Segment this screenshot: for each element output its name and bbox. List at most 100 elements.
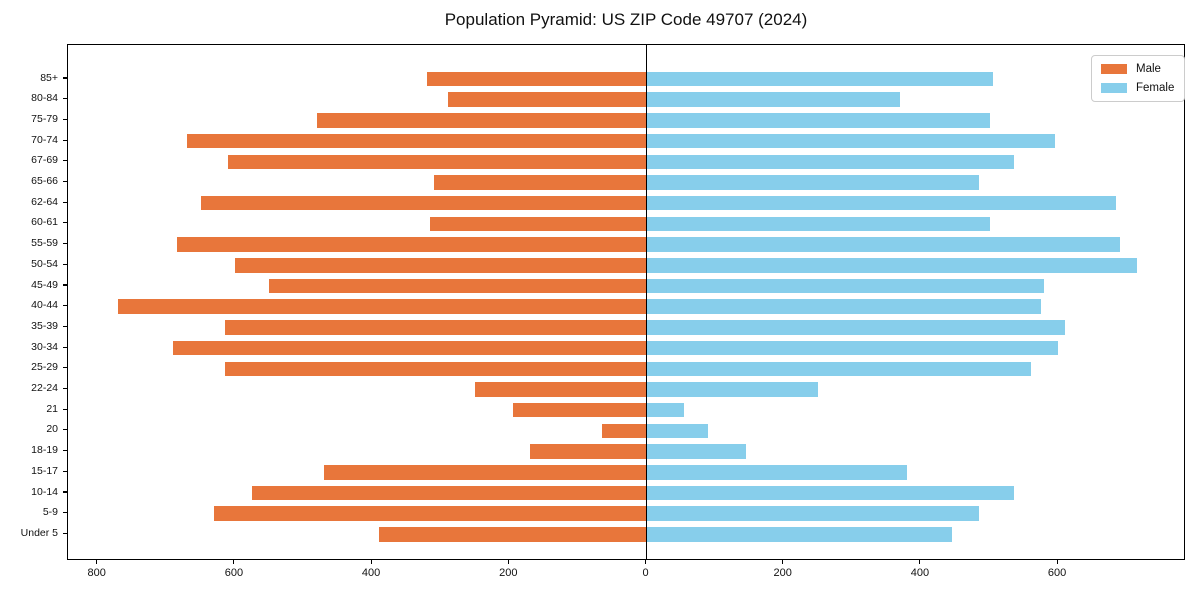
bar-female-40-44 [646, 299, 1041, 314]
male-color-swatch [1101, 64, 1127, 74]
y-tick-mark [63, 429, 67, 431]
y-tick-label-65-66: 65-66 [31, 175, 58, 187]
y-tick-mark [63, 180, 67, 183]
y-tick-label-80-84: 80-84 [31, 92, 58, 105]
y-tick-mark [63, 450, 67, 452]
bar-male-75-79 [317, 113, 647, 128]
y-tick-mark [63, 118, 67, 120]
bar-female-45-49 [646, 278, 1045, 294]
y-tick-label-40-44: 40-44 [31, 299, 58, 312]
bar-female-22-24 [646, 382, 818, 397]
y-tick-label-75-79: 75-79 [31, 112, 58, 125]
x-tick-mark [370, 560, 372, 564]
y-tick-label-85+: 85+ [40, 71, 58, 84]
bar-male-67-69 [228, 154, 647, 170]
y-tick-mark [63, 139, 67, 141]
bar-male-Under 5 [378, 527, 647, 542]
y-tick-mark [63, 98, 67, 100]
bar-male-55-59 [176, 237, 647, 252]
y-tick-label-22-24: 22-24 [31, 382, 58, 394]
y-tick-mark [63, 263, 67, 265]
y-tick-mark [63, 243, 67, 245]
x-tick-label-600: 600 [1047, 567, 1067, 579]
bar-male-10-14 [252, 485, 647, 501]
y-tick-mark [63, 532, 67, 534]
x-tick-label-200: 200 [773, 567, 792, 579]
y-tick-mark [63, 305, 67, 307]
bar-male-22-24 [475, 382, 647, 397]
x-tick-label-600: 600 [224, 567, 244, 579]
y-tick-label-15-17: 15-17 [31, 464, 58, 477]
bar-female-85+ [646, 71, 993, 87]
chart-title: Population Pyramid: US ZIP Code 49707 (2… [444, 10, 808, 29]
bar-female-62-64 [646, 195, 1117, 211]
bar-male-30-34 [173, 340, 647, 356]
bar-female-20 [646, 423, 709, 439]
y-tick-mark [63, 201, 67, 203]
x-tick-mark [644, 560, 647, 564]
y-tick-mark [63, 491, 67, 493]
bar-female-30-34 [646, 340, 1059, 356]
y-tick-label-70-74: 70-74 [31, 133, 58, 146]
bar-male-45-49 [269, 278, 647, 294]
y-tick-label-18-19: 18-19 [31, 444, 58, 457]
y-tick-label-Under 5: Under 5 [20, 526, 58, 539]
y-tick-mark [63, 387, 67, 390]
y-tick-mark [63, 160, 67, 162]
y-tick-mark [63, 222, 67, 224]
y-tick-mark [63, 284, 67, 286]
zero-axis-line [645, 45, 648, 559]
x-tick-mark [782, 560, 784, 564]
bar-male-20 [601, 423, 647, 439]
legend-label-male: Male [1136, 63, 1161, 75]
bar-female-18-19 [646, 444, 746, 459]
y-tick-mark [63, 512, 67, 514]
y-tick-mark [63, 346, 67, 348]
bar-female-70-74 [646, 133, 1055, 149]
plot-area: Male Female [67, 44, 1186, 560]
y-tick-label-55-59: 55-59 [31, 237, 58, 250]
x-tick-mark [919, 560, 921, 564]
bar-female-15-17 [646, 465, 908, 480]
bar-male-80-84 [447, 92, 647, 107]
bar-male-5-9 [214, 506, 647, 521]
bar-female-80-84 [646, 92, 901, 107]
y-tick-label-30-34: 30-34 [31, 340, 58, 353]
legend-entry-male: Male [1101, 63, 1174, 75]
bar-male-70-74 [186, 133, 647, 149]
y-tick-label-62-64: 62-64 [31, 195, 58, 208]
bar-male-21 [512, 402, 647, 418]
bar-male-60-61 [430, 216, 647, 232]
y-tick-label-35-39: 35-39 [31, 319, 58, 332]
bar-male-18-19 [529, 444, 647, 459]
bar-female-55-59 [646, 237, 1120, 252]
y-tick-mark [63, 470, 67, 472]
bar-male-65-66 [433, 175, 647, 190]
bar-male-35-39 [224, 320, 647, 335]
x-tick-label-200: 200 [499, 567, 518, 579]
bar-male-25-29 [224, 361, 647, 377]
y-tick-label-21: 21 [46, 402, 58, 415]
bar-female-10-14 [646, 485, 1014, 501]
x-tick-label-0: 0 [642, 567, 649, 579]
y-tick-label-67-69: 67-69 [31, 154, 58, 167]
y-tick-label-25-29: 25-29 [31, 361, 58, 374]
female-color-swatch [1101, 83, 1127, 93]
x-tick-label-400: 400 [361, 567, 381, 579]
y-tick-label-20: 20 [46, 423, 58, 436]
x-tick-mark [96, 560, 98, 564]
y-tick-label-5-9: 5-9 [42, 506, 58, 519]
bar-male-85+ [426, 71, 647, 87]
y-tick-mark [63, 408, 67, 410]
bar-female-Under 5 [646, 527, 952, 542]
legend: Male Female [1091, 55, 1186, 102]
bar-male-40-44 [118, 299, 647, 314]
legend-entry-female: Female [1101, 82, 1174, 94]
y-tick-mark [63, 325, 67, 327]
bar-female-60-61 [646, 216, 990, 232]
x-tick-mark [233, 560, 235, 564]
y-tick-label-50-54: 50-54 [31, 257, 58, 270]
y-tick-label-10-14: 10-14 [31, 485, 58, 498]
legend-label-female: Female [1136, 82, 1175, 94]
